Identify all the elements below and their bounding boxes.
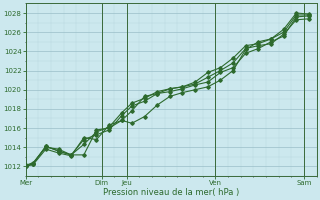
X-axis label: Pression niveau de la mer( hPa ): Pression niveau de la mer( hPa ): [103, 188, 239, 197]
